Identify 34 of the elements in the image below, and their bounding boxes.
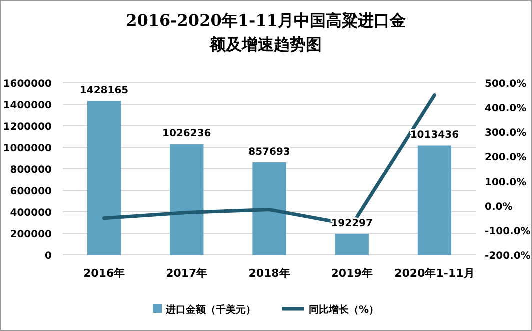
y-tick-label: 600000 — [10, 186, 52, 198]
bar — [87, 101, 122, 256]
data-label: 857693 — [248, 146, 290, 158]
bar — [418, 146, 452, 256]
y2-tick-label: -100.0% — [485, 226, 531, 238]
y2-tick-label: 100.0% — [485, 177, 527, 188]
y-tick-label: 1400000 — [3, 100, 52, 112]
y-tick-label: 0 — [45, 251, 52, 262]
y2-tick-label: -200.0% — [485, 251, 531, 262]
y2-tick-label: 200.0% — [485, 152, 527, 164]
y2-tick-label: 400.0% — [485, 104, 527, 115]
y2-tick-label: 300.0% — [485, 128, 527, 140]
y-tick-label: 400000 — [10, 208, 52, 219]
x-tick-label: 2017年 — [166, 267, 208, 280]
data-label: 1428165 — [80, 85, 129, 96]
y-tick-label: 200000 — [10, 230, 52, 240]
bar — [252, 162, 286, 256]
legend-label: 进口金额（千美元） — [165, 304, 256, 316]
y-tick-label: 800000 — [10, 165, 52, 176]
chart-title: 2016-2020年1-11月中国高粱进口金额及增速趋势图 — [126, 11, 406, 54]
data-label: 1013436 — [410, 130, 460, 142]
bar — [170, 144, 204, 256]
x-tick-label: 2020年1-11月 — [394, 267, 475, 280]
y-tick-label: 1000000 — [3, 144, 52, 154]
y2-tick-label: 0.0% — [485, 202, 513, 213]
y-tick-label: 1600000 — [3, 79, 52, 90]
y-tick-label: 1200000 — [3, 122, 52, 133]
bar — [335, 234, 369, 256]
x-tick-label: 2019年 — [331, 267, 373, 280]
data-label: 1026236 — [162, 128, 212, 140]
legend-label: 同比增长（%） — [309, 304, 380, 316]
x-tick-label: 2016年 — [83, 267, 126, 280]
x-tick-label: 2018年 — [248, 267, 290, 280]
y2-tick-label: 500.0% — [485, 79, 527, 90]
